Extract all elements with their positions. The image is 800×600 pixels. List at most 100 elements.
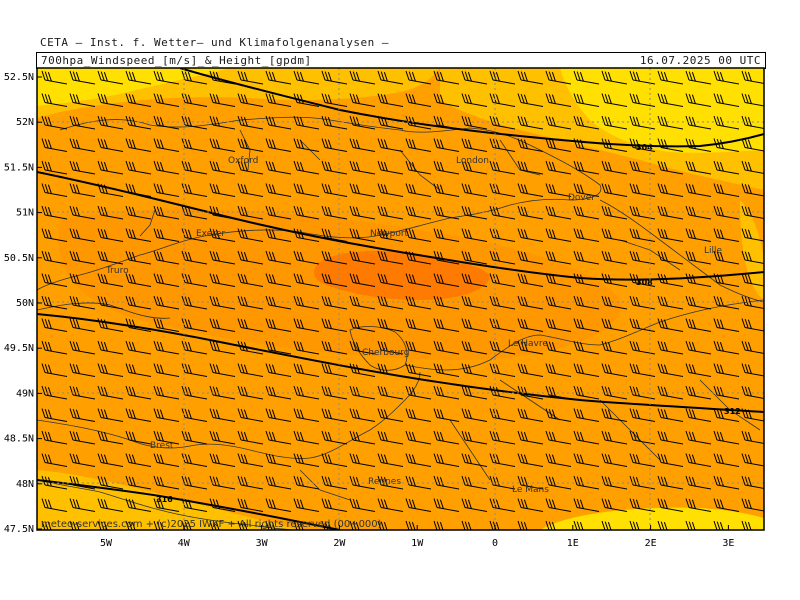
map-field: 304 308 312 316 Oxford London Dover Exet… (37, 68, 764, 530)
wind-barb (713, 318, 740, 332)
wind-barb (433, 205, 460, 220)
lat-tick-label: 49.5N (4, 343, 34, 354)
wind-barb (433, 250, 460, 265)
wind-barb (461, 385, 488, 400)
wind-barb (433, 228, 460, 242)
wind-barb (405, 408, 432, 422)
wind-barb (321, 295, 348, 310)
wind-barb (601, 250, 628, 265)
wind-barb (573, 340, 600, 355)
wind-barb (321, 363, 348, 377)
wind-barb (685, 498, 712, 512)
wind-barb (97, 93, 124, 107)
contour-label-308: 308 (636, 278, 653, 287)
wind-barb (293, 453, 320, 467)
wind-barb (685, 340, 712, 355)
wind-barb (349, 408, 376, 422)
wind-barb (545, 138, 572, 152)
wind-barb (41, 70, 68, 85)
wind-barb (573, 453, 600, 467)
wind-barb (321, 273, 348, 287)
wind-barb (293, 93, 320, 107)
wind-barb (657, 228, 684, 242)
wind-barb (461, 340, 488, 355)
wind-barb (545, 93, 572, 107)
wind-barb (405, 295, 432, 310)
wind-barb (41, 273, 68, 287)
wind-barb (181, 93, 208, 107)
lon-tick-label: 3E (722, 538, 734, 549)
wind-barb (405, 160, 432, 175)
wind-barb (657, 363, 684, 377)
wind-barb (713, 430, 740, 445)
wind-barb (573, 408, 600, 422)
wind-barb (209, 408, 236, 422)
wind-barb (153, 295, 180, 310)
wind-barb (573, 250, 600, 265)
wind-barb (377, 295, 404, 310)
wind-barb (181, 115, 208, 130)
wind-barb (209, 70, 236, 85)
wind-barb (293, 138, 320, 152)
wind-barb (461, 138, 488, 152)
wind-barb (461, 183, 488, 197)
wind-barb (237, 408, 264, 422)
wind-barb (405, 70, 432, 85)
wind-barb (517, 115, 544, 130)
wind-barb (377, 453, 404, 467)
lon-tick-label: 3W (256, 538, 269, 549)
wind-barb (265, 408, 292, 422)
wind-barb (237, 250, 264, 265)
wind-barb (321, 115, 348, 130)
wind-barb (69, 70, 96, 85)
wind-barb (265, 183, 292, 197)
wind-barb (377, 318, 404, 332)
wind-barb (489, 430, 516, 445)
wind-barb (545, 498, 572, 512)
wind-barb (153, 205, 180, 220)
lat-tick-label: 50.5N (4, 253, 34, 264)
wind-barb (125, 430, 152, 445)
wind-barb (713, 453, 740, 467)
wind-barb (293, 228, 320, 242)
wind-barb (433, 183, 460, 197)
wind-barb (601, 430, 628, 445)
wind-barb (153, 160, 180, 175)
valid-datetime: 16.07.2025 00 UTC (639, 54, 761, 67)
wind-barb (685, 183, 712, 197)
wind-barb (657, 183, 684, 197)
wind-barb (657, 273, 684, 287)
wind-barb (69, 138, 96, 152)
wind-barb (41, 93, 68, 107)
wind-barb (377, 273, 404, 287)
wind-barb (97, 138, 124, 152)
wind-barb (153, 228, 180, 242)
wind-barb (601, 138, 628, 152)
wind-barb (517, 363, 544, 377)
wind-barb (741, 183, 764, 197)
wind-barb (237, 183, 264, 197)
wind-barb (265, 228, 292, 242)
wind-barb (293, 475, 320, 490)
wind-barb (293, 115, 320, 130)
wind-barb (433, 115, 460, 130)
wind-barb (125, 250, 152, 265)
wind-barb (405, 228, 432, 242)
lat-lon-grid (37, 68, 764, 530)
wind-barb (237, 70, 264, 85)
wind-barb (685, 363, 712, 377)
wind-barb (405, 115, 432, 130)
wind-barb (377, 408, 404, 422)
wind-barb (349, 228, 376, 242)
wind-barb (125, 273, 152, 287)
wind-barb (713, 385, 740, 400)
wind-barb (237, 430, 264, 445)
wind-barb (69, 93, 96, 107)
wind-barb (601, 183, 628, 197)
wind-barb (321, 250, 348, 265)
wind-barb (97, 160, 124, 175)
wind-barb (125, 93, 152, 107)
wind-barb (461, 205, 488, 220)
city-label-newport: Newport (370, 229, 409, 239)
band-light-yellow-nw (37, 68, 230, 106)
